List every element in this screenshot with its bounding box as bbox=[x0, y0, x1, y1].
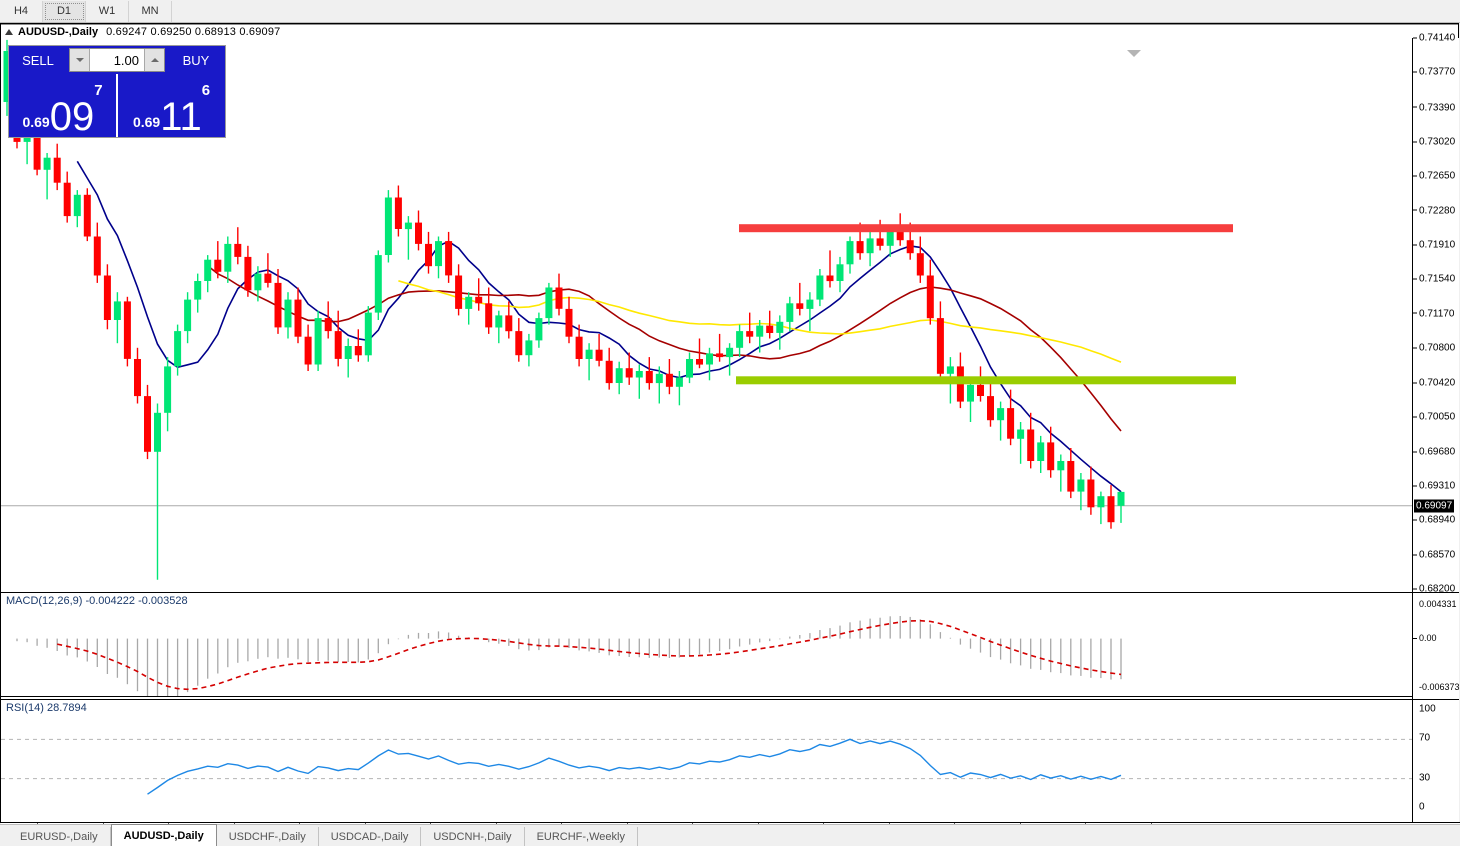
sell-button[interactable]: 0.69 09 7 bbox=[9, 74, 116, 137]
trade-panel-top-row: SELL 1.00 BUY bbox=[9, 46, 225, 74]
price-tick: 0.74140 bbox=[1413, 33, 1455, 44]
chart-tab-bar: EURUSD-,Daily AUDUSD-,Daily USDCHF-,Daily U… bbox=[0, 824, 1460, 846]
price-chart-svg bbox=[1, 39, 1412, 580]
rsi-tick: 100 bbox=[1419, 703, 1436, 715]
rsi-chart-svg bbox=[1, 738, 1412, 795]
price-tick: 0.69310 bbox=[1413, 481, 1455, 492]
chart-ohlc-values: 0.69247 0.69250 0.68913 0.69097 bbox=[106, 26, 281, 38]
chart-tab-usdcad[interactable]: USDCAD-,Daily bbox=[319, 827, 422, 846]
price-tick: 0.68200 bbox=[1413, 584, 1455, 595]
rsi-pane: RSI(14) 28.7894 bbox=[1, 699, 1412, 822]
rsi-label: RSI(14) 28.7894 bbox=[6, 702, 87, 714]
trade-panel-prices: 0.69 09 7 0.69 11 6 bbox=[9, 74, 225, 137]
chart-tab-audusd[interactable]: AUDUSD-,Daily bbox=[110, 824, 217, 846]
price-scale[interactable]: 0.74140 0.73770 0.73390 0.73020 0.72650 0.722… bbox=[1412, 33, 1460, 822]
macd-label: MACD(12,26,9) -0.004222 -0.003528 bbox=[6, 595, 188, 607]
buy-price-fraction: 6 bbox=[201, 82, 211, 99]
price-tick: 0.70800 bbox=[1413, 342, 1455, 353]
macd-tick: 0.004331 bbox=[1419, 599, 1457, 609]
buy-label[interactable]: BUY bbox=[167, 46, 225, 74]
one-click-trading-panel[interactable]: SELL 1.00 BUY 0.69 09 7 0.69 11 6 bbox=[8, 45, 226, 138]
buy-price-big: 11 bbox=[160, 95, 202, 139]
chart-tab-usdchf[interactable]: USDCHF-,Daily bbox=[217, 827, 319, 846]
price-pane bbox=[1, 38, 1412, 589]
price-tick: 0.71170 bbox=[1413, 308, 1454, 319]
volume-value[interactable]: 1.00 bbox=[113, 52, 139, 68]
triangle-up-icon bbox=[150, 58, 159, 62]
timeframe-h4[interactable]: H4 bbox=[0, 0, 43, 22]
price-tick: 0.69680 bbox=[1413, 446, 1455, 457]
timeframe-mn[interactable]: MN bbox=[129, 0, 172, 22]
macd-chart-svg bbox=[16, 616, 1122, 696]
chart-tab-eurusd[interactable]: EURUSD-,Daily bbox=[8, 827, 111, 846]
rsi-tick: 30 bbox=[1419, 772, 1431, 784]
price-tick: 0.72650 bbox=[1413, 171, 1455, 182]
sell-price-big: 09 bbox=[49, 95, 95, 139]
volume-stepper[interactable]: 1.00 bbox=[69, 48, 165, 72]
price-tick: 0.68940 bbox=[1413, 515, 1455, 526]
price-tick: 0.73770 bbox=[1413, 67, 1455, 78]
scale-separator bbox=[1412, 592, 1459, 593]
price-tick: 0.68570 bbox=[1413, 549, 1455, 560]
sell-label[interactable]: SELL bbox=[9, 46, 67, 74]
price-tick: 0.70050 bbox=[1413, 412, 1455, 423]
price-tick: 0.72280 bbox=[1413, 205, 1455, 216]
timeframe-d1[interactable]: D1 bbox=[43, 0, 86, 22]
chart-tab-usdcnh[interactable]: USDCNH-,Daily bbox=[421, 827, 525, 846]
chart-symbol-label: AUDUSD-,Daily bbox=[18, 26, 99, 38]
chart-canvas-window: AUDUSD-,Daily 0.69247 0.69250 0.68913 0.… bbox=[0, 23, 1460, 844]
rsi-tick: 0 bbox=[1419, 801, 1425, 813]
triangle-down-icon bbox=[75, 58, 84, 62]
collapse-triangle-icon[interactable] bbox=[5, 29, 13, 35]
volume-decrease-button[interactable] bbox=[70, 49, 90, 71]
buy-button[interactable]: 0.69 11 6 bbox=[116, 74, 225, 137]
macd-pane: MACD(12,26,9) -0.004222 -0.003528 bbox=[1, 592, 1412, 697]
volume-increase-button[interactable] bbox=[144, 49, 164, 71]
sell-price-fraction: 7 bbox=[94, 82, 103, 99]
price-tick: 0.71540 bbox=[1413, 274, 1455, 285]
sell-price-prefix: 0.69 bbox=[22, 114, 50, 130]
chevron-down-icon bbox=[1127, 50, 1141, 57]
chart-tab-eurchf[interactable]: EURCHF-,Weekly bbox=[525, 827, 638, 846]
timeframe-w1[interactable]: W1 bbox=[86, 0, 129, 22]
price-tick: 0.73020 bbox=[1413, 136, 1455, 147]
window-top-divider bbox=[1, 24, 1458, 25]
price-tick: 0.71910 bbox=[1413, 239, 1455, 250]
macd-tick: 0.00 bbox=[1413, 633, 1437, 643]
current-price-label: 0.69097 bbox=[1414, 499, 1455, 513]
macd-tick: -0.006373 bbox=[1419, 682, 1460, 692]
rsi-tick: 70 bbox=[1419, 732, 1431, 744]
scale-separator bbox=[1412, 699, 1459, 700]
buy-price-prefix: 0.69 bbox=[132, 114, 161, 130]
price-tick: 0.73390 bbox=[1413, 102, 1455, 113]
chart-symbol-header: AUDUSD-,Daily 0.69247 0.69250 0.68913 0.… bbox=[1, 25, 281, 39]
price-tick: 0.70420 bbox=[1413, 378, 1455, 389]
timeframe-toolbar: H4 D1 W1 MN bbox=[0, 0, 1460, 23]
